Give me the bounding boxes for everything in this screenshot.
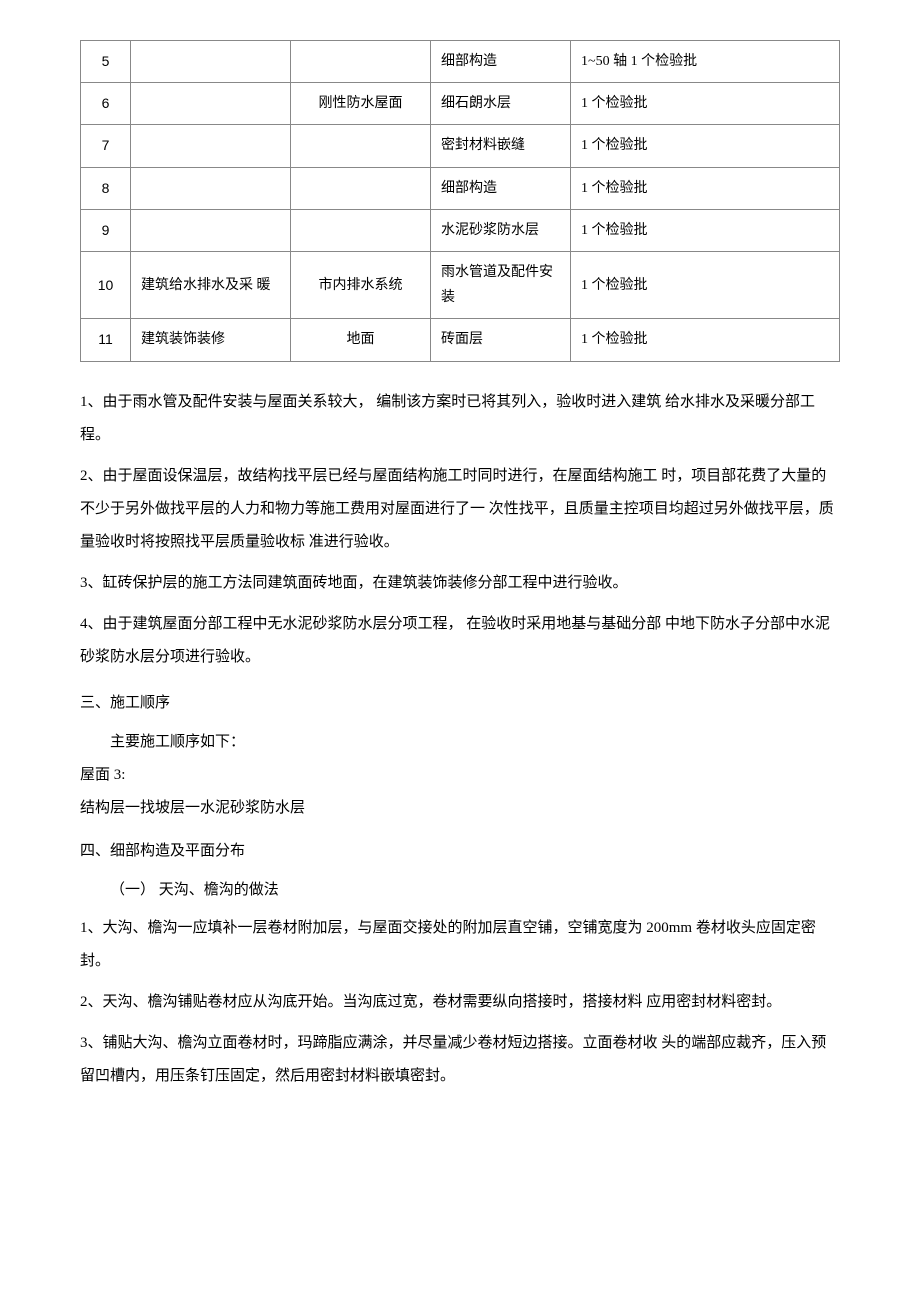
table-row: 9 水泥砂浆防水层1 个检验批	[81, 209, 840, 251]
row-col2	[131, 41, 291, 83]
row-col4: 雨水管道及配件安装	[431, 251, 571, 318]
row-col5: 1~50 轴 1 个检验批	[571, 41, 840, 83]
notes-section: 1、由于雨水管及配件安装与屋面关系较大， 编制该方案时已将其列入，验收时进入建筑…	[80, 386, 840, 674]
row-col4: 砖面层	[431, 319, 571, 361]
section3-sub3: 结构层一找坡层一水泥砂浆防水层	[80, 795, 840, 822]
row-col4: 细石朗水层	[431, 83, 571, 125]
row-col3	[291, 125, 431, 167]
row-number: 8	[81, 167, 131, 209]
row-col3: 地面	[291, 319, 431, 361]
row-col5: 1 个检验批	[571, 209, 840, 251]
row-col5: 1 个检验批	[571, 167, 840, 209]
table-row: 10建筑给水排水及采 暖市内排水系统雨水管道及配件安装1 个检验批	[81, 251, 840, 318]
row-col2: 建筑装饰装修	[131, 319, 291, 361]
row-col3: 刚性防水屋面	[291, 83, 431, 125]
row-number: 7	[81, 125, 131, 167]
table-row: 6 刚性防水屋面细石朗水层1 个检验批	[81, 83, 840, 125]
note-3: 3、缸砖保护层的施工方法同建筑面砖地面，在建筑装饰装修分部工程中进行验收。	[80, 567, 840, 600]
row-col5: 1 个检验批	[571, 125, 840, 167]
row-number: 9	[81, 209, 131, 251]
section4-item-2: 2、天沟、檐沟铺贴卷材应从沟底开始。当沟底过宽，卷材需要纵向搭接时，搭接材料 应…	[80, 986, 840, 1019]
row-col2	[131, 83, 291, 125]
note-4: 4、由于建筑屋面分部工程中无水泥砂浆防水层分项工程， 在验收时采用地基与基础分部…	[80, 608, 840, 674]
table-row: 5 细部构造1~50 轴 1 个检验批	[81, 41, 840, 83]
row-col4: 水泥砂浆防水层	[431, 209, 571, 251]
row-col5: 1 个检验批	[571, 319, 840, 361]
row-col4: 细部构造	[431, 167, 571, 209]
inspection-table: 5细部构造1~50 轴 1 个检验批6刚性防水屋面细石朗水层1 个检验批7密封材…	[80, 40, 840, 362]
table-row: 8 细部构造1 个检验批	[81, 167, 840, 209]
section3-heading: 三、施工顺序	[80, 690, 840, 717]
row-col5: 1 个检验批	[571, 251, 840, 318]
section3-sub1: 主要施工顺序如下：	[80, 729, 840, 756]
row-col4: 密封材料嵌缝	[431, 125, 571, 167]
section4-sub: （一） 天沟、檐沟的做法	[80, 877, 840, 904]
note-2: 2、由于屋面设保温层，故结构找平层已经与屋面结构施工时同时进行，在屋面结构施工 …	[80, 460, 840, 559]
table-row: 11建筑装饰装修地面砖面层1 个检验批	[81, 319, 840, 361]
row-col3	[291, 209, 431, 251]
row-col2	[131, 125, 291, 167]
section3-sub2: 屋面 3:	[80, 762, 840, 789]
row-col3	[291, 41, 431, 83]
row-number: 6	[81, 83, 131, 125]
row-col3: 市内排水系统	[291, 251, 431, 318]
row-col4: 细部构造	[431, 41, 571, 83]
section4-heading: 四、细部构造及平面分布	[80, 838, 840, 865]
row-col2	[131, 167, 291, 209]
section4-item-3: 3、铺贴大沟、檐沟立面卷材时，玛蹄脂应满涂，并尽量减少卷材短边搭接。立面卷材收 …	[80, 1027, 840, 1093]
row-number: 10	[81, 251, 131, 318]
table-row: 7 密封材料嵌缝1 个检验批	[81, 125, 840, 167]
row-col2: 建筑给水排水及采 暖	[131, 251, 291, 318]
note-1: 1、由于雨水管及配件安装与屋面关系较大， 编制该方案时已将其列入，验收时进入建筑…	[80, 386, 840, 452]
section4-item-1: 1、大沟、檐沟一应填补一层卷材附加层，与屋面交接处的附加层直空铺，空铺宽度为 2…	[80, 912, 840, 978]
row-number: 5	[81, 41, 131, 83]
row-col5: 1 个检验批	[571, 83, 840, 125]
row-number: 11	[81, 319, 131, 361]
row-col2	[131, 209, 291, 251]
row-col3	[291, 167, 431, 209]
